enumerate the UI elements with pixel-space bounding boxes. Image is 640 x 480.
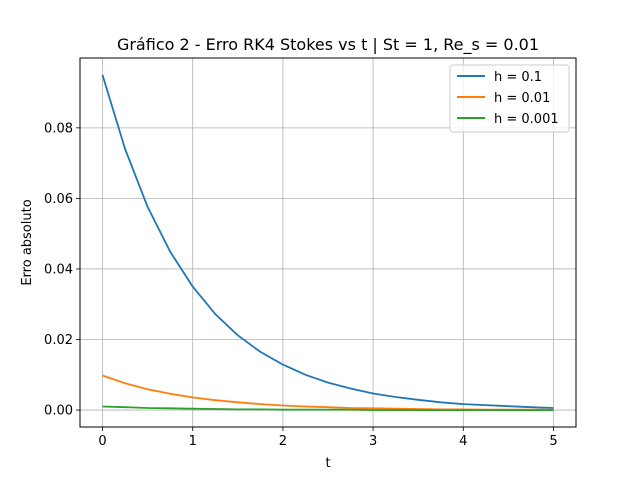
x-tick-label: 2 xyxy=(279,434,287,449)
x-tick-label: 3 xyxy=(369,434,377,449)
axis-ticks: 0 1 2 3 4 5 0.00 0.02 0.04 0.06 0.08 xyxy=(44,121,558,449)
x-tick-label: 4 xyxy=(459,434,467,449)
plot-area-frame xyxy=(79,57,577,428)
series-line-3 xyxy=(102,405,554,412)
chart-title: Gráfico 2 - Erro RK4 Stokes vs t | St = … xyxy=(117,35,539,55)
legend-label: h = 0.01 xyxy=(494,91,550,106)
y-tick-label: 0.06 xyxy=(44,192,73,207)
y-axis-label: Erro absoluto xyxy=(20,199,35,285)
x-tick-label: 0 xyxy=(98,434,106,449)
x-tick-label: 1 xyxy=(189,434,197,449)
y-tick-label: 0.04 xyxy=(44,262,73,277)
legend-label: h = 0.001 xyxy=(494,112,559,127)
legend-box xyxy=(449,64,570,133)
plot-lines xyxy=(101,74,554,412)
x-axis-label: t xyxy=(325,456,330,471)
x-tick-label: 5 xyxy=(549,434,557,449)
legend: h = 0.1 h = 0.01 h = 0.001 xyxy=(449,64,570,133)
y-tick-label: 0.08 xyxy=(44,121,73,136)
legend-label: h = 0.1 xyxy=(494,70,542,85)
series-line-1 xyxy=(101,74,554,409)
y-tick-label: 0.02 xyxy=(44,333,73,348)
y-tick-label: 0.00 xyxy=(44,404,73,419)
